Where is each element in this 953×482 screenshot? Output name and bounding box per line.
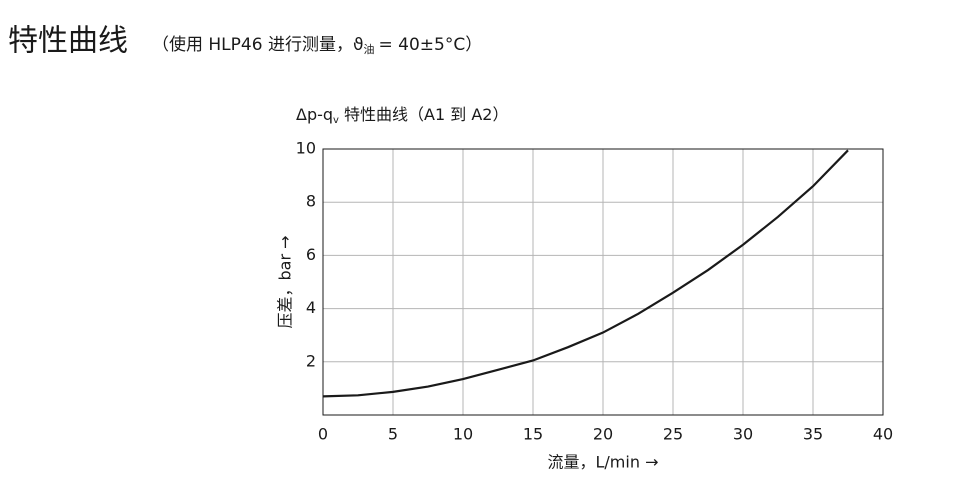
y-tick-label: 6 [306, 245, 316, 264]
chart-title: Δp-qv 特性曲线（A1 到 A2） [296, 105, 508, 127]
x-tick-label: 5 [388, 425, 398, 444]
x-tick-label: 10 [453, 425, 473, 444]
x-tick-label: 40 [873, 425, 893, 444]
x-tick-label: 35 [803, 425, 823, 444]
x-tick-label: 30 [733, 425, 753, 444]
plot-frame [322, 148, 884, 416]
y-tick-label: 10 [296, 139, 316, 158]
x-tick-label: 20 [593, 425, 613, 444]
x-tick-label: 25 [663, 425, 683, 444]
y-tick-label: 4 [306, 298, 316, 317]
x-tick-label: 15 [523, 425, 543, 444]
y-axis-label: 压差，bar → [276, 235, 295, 328]
chart-title-text: Δp-q [296, 105, 333, 124]
subtitle: （使用 HLP46 进行测量，ϑ油 = 40±5°C） [152, 34, 482, 56]
subtitle-text: （使用 HLP46 进行测量，ϑ [152, 34, 363, 55]
curve [322, 149, 849, 398]
x-axis-label: 流量，L/min → [548, 453, 659, 472]
y-tick-label: 8 [306, 192, 316, 211]
chart-title-sub: v [333, 115, 339, 126]
chart-title-text: 特性曲线（A1 到 A2） [339, 105, 509, 124]
x-tick-label: 0 [318, 425, 328, 444]
subtitle-text: = 40±5°C） [378, 35, 482, 55]
subtitle-sub: 油 [363, 42, 374, 56]
page-title: 特性曲线 [8, 24, 128, 59]
y-tick-label: 2 [306, 351, 316, 370]
